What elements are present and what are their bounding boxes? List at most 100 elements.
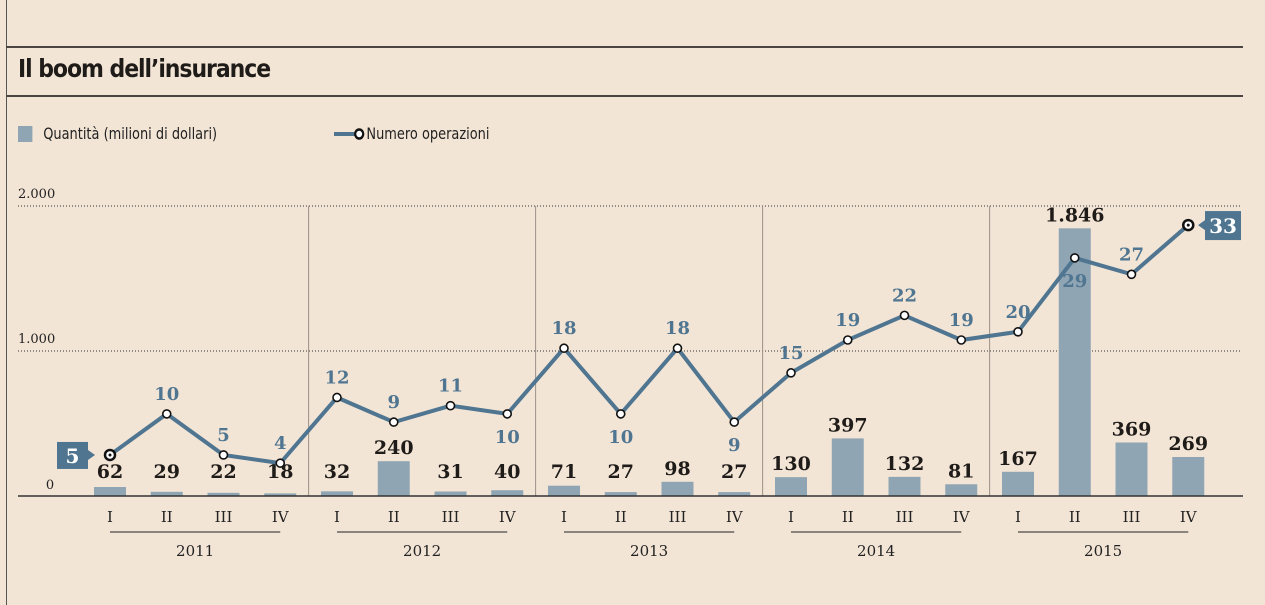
x-tick-label: II	[1069, 508, 1081, 526]
line-point	[786, 368, 796, 378]
line-point	[899, 310, 910, 321]
bar-value-label: 29	[154, 461, 180, 483]
line-value-label: 19	[835, 310, 860, 331]
bar-value-label: 130	[771, 453, 811, 475]
line-point	[388, 417, 399, 427]
line-point	[559, 343, 569, 354]
line-value-label: 18	[551, 318, 576, 339]
bar-value-label: 167	[998, 448, 1038, 470]
legend-line: Numero operazioni	[334, 124, 489, 143]
x-tick-label: IV	[272, 508, 290, 526]
bar	[1172, 456, 1205, 496]
bar-value-label: 27	[608, 461, 634, 483]
year-label: 2014	[857, 542, 895, 560]
bar	[945, 484, 978, 496]
bar-value-label: 81	[948, 460, 974, 482]
bar-value-label: 27	[721, 461, 747, 483]
title-rule	[6, 95, 1243, 97]
x-tick-label: I	[334, 508, 340, 526]
x-tick-label: I	[788, 508, 794, 526]
line-point	[615, 409, 626, 419]
x-tick-label: I	[107, 508, 113, 526]
bar	[207, 492, 240, 496]
bar	[150, 491, 183, 496]
x-tick-label: I	[1015, 508, 1021, 526]
bar-value-label: 397	[828, 414, 868, 436]
y-tick-label: 2.000	[18, 187, 55, 202]
bar	[264, 493, 297, 496]
legend-line-label: Numero operazioni	[366, 124, 490, 143]
bar	[1115, 442, 1148, 496]
line-value-label: 5	[217, 425, 230, 446]
line-point	[1013, 326, 1023, 337]
bar	[661, 481, 694, 496]
line-value-label: 12	[324, 367, 349, 388]
line-value-label: 5	[66, 444, 80, 468]
line-value-label: 33	[1209, 214, 1237, 238]
x-tick-label: II	[388, 508, 400, 526]
line-value-label: 19	[949, 310, 974, 331]
line-value-label: 9	[728, 435, 741, 456]
bar	[775, 477, 807, 496]
legend-bar-swatch	[18, 125, 33, 142]
bar	[491, 490, 524, 496]
x-tick-label: II	[161, 508, 173, 526]
bar-value-label: 62	[97, 461, 123, 483]
line-value-label: 22	[892, 285, 917, 306]
bar-value-label: 1.846	[1045, 204, 1105, 226]
bar	[321, 491, 353, 496]
y-tick-label: 1.000	[18, 332, 55, 347]
line-point	[956, 335, 967, 345]
line-value-label: 18	[665, 318, 690, 339]
line-point	[729, 417, 740, 427]
line-value-label: 15	[778, 343, 803, 364]
first-value-badge	[57, 441, 88, 469]
line-point	[1069, 253, 1080, 263]
year-label: 2013	[630, 542, 668, 560]
x-tick-label: IV	[499, 508, 517, 526]
badge-pointer	[1198, 220, 1205, 231]
x-tick-label: II	[615, 508, 627, 526]
bar-value-label: 71	[551, 461, 577, 483]
line-value-label: 10	[154, 384, 179, 405]
year-label: 2015	[1084, 542, 1122, 560]
line-series	[108, 223, 1190, 466]
x-tick-label: II	[842, 508, 854, 526]
line-point	[502, 409, 513, 419]
left-border	[6, 0, 7, 605]
bar-value-label: 18	[267, 461, 293, 483]
line-point	[275, 458, 286, 468]
line-value-label: 11	[438, 376, 463, 397]
legend-bars-label: Quantità (milioni di dollari)	[43, 124, 218, 143]
bar-value-label: 98	[664, 458, 690, 480]
line-point	[332, 392, 342, 403]
bar	[718, 492, 751, 496]
x-tick-label: III	[442, 508, 460, 526]
line-value-label: 10	[608, 427, 633, 448]
bar	[1002, 471, 1034, 496]
bar	[1058, 228, 1091, 496]
line-value-label: 27	[1119, 244, 1144, 265]
legend-line-icon	[334, 127, 365, 140]
line-point	[445, 400, 456, 411]
bar	[831, 438, 864, 496]
x-tick-label: III	[1123, 508, 1141, 526]
line-point	[1126, 269, 1137, 280]
bar	[888, 476, 921, 496]
bar-value-label: 22	[210, 461, 236, 483]
bar-value-label: 132	[885, 453, 925, 475]
x-tick-label: III	[215, 508, 233, 526]
x-tick-label: IV	[726, 508, 744, 526]
line-point	[161, 409, 172, 419]
line-value-label: 10	[495, 427, 520, 448]
legend-bars: Quantità (milioni di dollari)	[18, 124, 217, 143]
x-tick-label: I	[561, 508, 567, 526]
bar	[604, 492, 637, 496]
bar	[548, 485, 580, 496]
year-label: 2012	[403, 542, 441, 560]
bar	[434, 491, 467, 496]
top-rule	[6, 46, 1243, 48]
x-tick-label: III	[896, 508, 914, 526]
bar-value-label: 369	[1112, 418, 1152, 440]
